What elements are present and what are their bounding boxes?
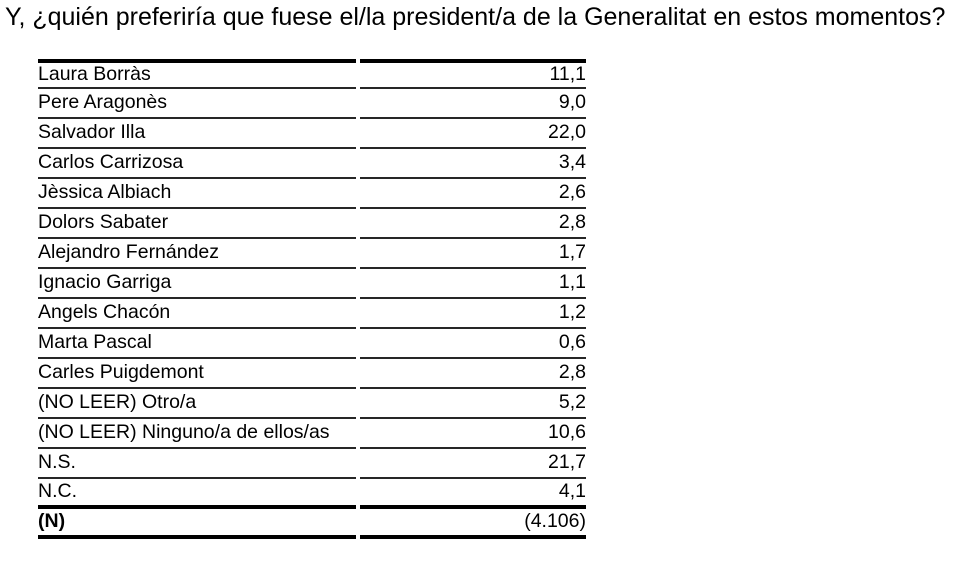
option-label-cell: Angels Chacón [38, 299, 356, 329]
option-label-cell: Dolors Sabater [38, 209, 356, 239]
percentage-value-cell: 2,8 [360, 209, 586, 239]
table-row: Marta Pascal 0,6 [38, 329, 586, 359]
table-row: Salvador Illa 22,0 [38, 119, 586, 149]
table-row: Jèssica Albiach 2,6 [38, 179, 586, 209]
percentage-value-cell: 22,0 [360, 119, 586, 149]
option-label-cell: Laura Borràs [38, 59, 356, 89]
table-row: Angels Chacón 1,2 [38, 299, 586, 329]
table-row: N.C. 4,1 [38, 479, 586, 509]
option-label-cell: Jèssica Albiach [38, 179, 356, 209]
percentage-value-cell: (4.106) [360, 509, 586, 539]
table-row: Laura Borràs 11,1 [38, 59, 586, 89]
table-row: Ignacio Garriga 1,1 [38, 269, 586, 299]
results-table-body: Laura Borràs 11,1 Pere Aragonès 9,0 Salvador… [38, 59, 586, 539]
table-row: Carlos Carrizosa 3,4 [38, 149, 586, 179]
table-row: (NO LEER) Ninguno/a de ellos/as 10,6 [38, 419, 586, 449]
question-title: Y, ¿quién preferiría que fuese el/la pre… [5, 3, 946, 31]
percentage-value-cell: 5,2 [360, 389, 586, 419]
option-label-cell: N.C. [38, 479, 356, 509]
table-row: (N) (4.106) [38, 509, 586, 539]
percentage-value-cell: 2,8 [360, 359, 586, 389]
table-row: Pere Aragonès 9,0 [38, 89, 586, 119]
option-label-cell: (N) [38, 509, 356, 539]
option-label-cell: (NO LEER) Ninguno/a de ellos/as [38, 419, 356, 449]
percentage-value-cell: 1,1 [360, 269, 586, 299]
option-label-cell: N.S. [38, 449, 356, 479]
percentage-value-cell: 9,0 [360, 89, 586, 119]
table-row: N.S. 21,7 [38, 449, 586, 479]
option-label-cell: Ignacio Garriga [38, 269, 356, 299]
percentage-value-cell: 2,6 [360, 179, 586, 209]
option-label-cell: (NO LEER) Otro/a [38, 389, 356, 419]
table-row: Alejandro Fernández 1,7 [38, 239, 586, 269]
table-row: Dolors Sabater 2,8 [38, 209, 586, 239]
table-row: Carles Puigdemont 2,8 [38, 359, 586, 389]
percentage-value-cell: 0,6 [360, 329, 586, 359]
option-label-cell: Alejandro Fernández [38, 239, 356, 269]
percentage-value-cell: 10,6 [360, 419, 586, 449]
option-label-cell: Carlos Carrizosa [38, 149, 356, 179]
percentage-value-cell: 11,1 [360, 59, 586, 89]
percentage-value-cell: 1,7 [360, 239, 586, 269]
option-label-cell: Pere Aragonès [38, 89, 356, 119]
percentage-value-cell: 21,7 [360, 449, 586, 479]
option-label-cell: Marta Pascal [38, 329, 356, 359]
percentage-value-cell: 3,4 [360, 149, 586, 179]
percentage-value-cell: 4,1 [360, 479, 586, 509]
option-label-cell: Carles Puigdemont [38, 359, 356, 389]
table-row: (NO LEER) Otro/a 5,2 [38, 389, 586, 419]
percentage-value-cell: 1,2 [360, 299, 586, 329]
results-table: Laura Borràs 11,1 Pere Aragonès 9,0 Salvador… [34, 59, 590, 539]
option-label-cell: Salvador Illa [38, 119, 356, 149]
